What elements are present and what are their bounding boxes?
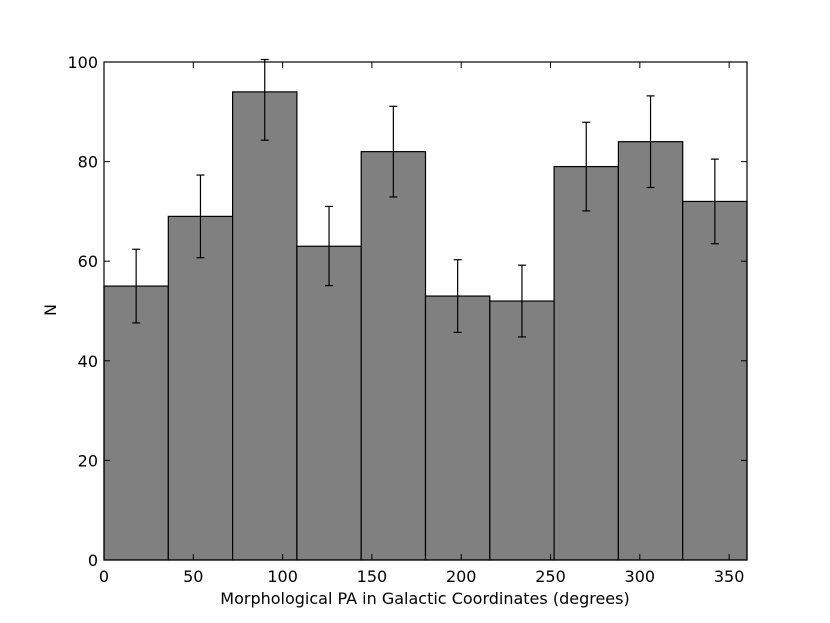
y-tick-label: 60 (78, 252, 98, 271)
y-tick-label: 100 (67, 53, 98, 72)
x-axis-label: Morphological PA in Galactic Coordinates… (220, 589, 629, 608)
bars-layer (103, 91, 748, 561)
histogram-bar (489, 300, 555, 561)
error-bar (517, 264, 526, 338)
histogram-bar (682, 200, 748, 561)
histogram-bar (617, 141, 684, 561)
x-tick-label: 100 (267, 567, 298, 586)
error-bar (453, 259, 462, 334)
x-tick-label: 350 (714, 567, 745, 586)
y-tick-label: 80 (78, 153, 98, 172)
histogram-bar (167, 215, 234, 561)
y-tick-label: 0 (88, 551, 98, 570)
x-tick-label: 200 (446, 567, 477, 586)
x-tick-label: 300 (625, 567, 656, 586)
x-tick-label: 0 (99, 567, 109, 586)
error-bar (389, 105, 398, 198)
errorbars-layer (132, 58, 719, 338)
error-bar (260, 58, 269, 141)
tick-labels-layer: 0 50 100 150 200 250 300 350 0 20 40 60 80 100 (67, 53, 744, 586)
histogram-bar (296, 245, 362, 561)
histogram-bar (360, 151, 427, 561)
y-axis-label: N (41, 304, 60, 316)
error-bar (325, 205, 334, 287)
error-bar (196, 174, 205, 259)
error-bar (582, 121, 591, 212)
x-tick-label: 150 (357, 567, 388, 586)
x-tick-label: 250 (535, 567, 566, 586)
error-bar (132, 248, 141, 324)
histogram-bar (103, 285, 169, 561)
y-tick-label: 20 (78, 451, 98, 470)
error-bar (710, 158, 719, 245)
y-tick-label: 40 (78, 352, 98, 371)
ticks-layer (103, 61, 747, 561)
histogram-bar (424, 295, 491, 561)
histogram-bar (232, 91, 298, 561)
plot-area-frame (103, 61, 748, 561)
error-bar (646, 95, 655, 189)
histogram-bar (553, 165, 619, 561)
x-tick-label: 50 (183, 567, 203, 586)
